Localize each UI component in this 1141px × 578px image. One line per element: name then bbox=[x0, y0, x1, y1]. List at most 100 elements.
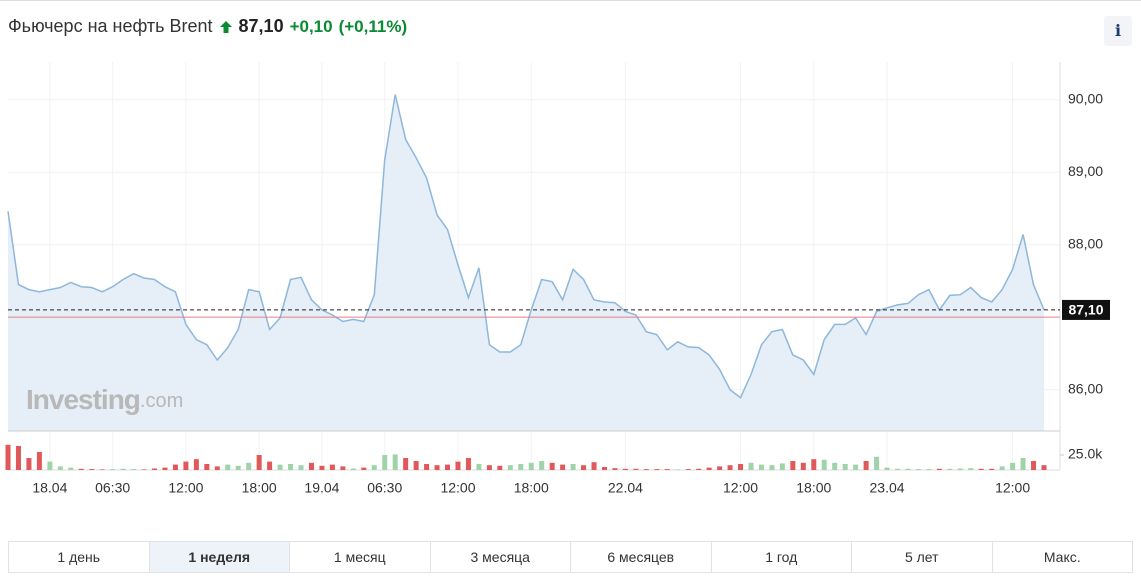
volume-bar bbox=[654, 469, 660, 470]
volume-bar bbox=[696, 468, 702, 470]
volume-bar bbox=[120, 468, 126, 470]
x-tick-label: 06:30 bbox=[367, 480, 402, 496]
area bbox=[8, 94, 1044, 431]
period-button[interactable]: Макс. bbox=[1043, 549, 1081, 565]
volume-bar bbox=[476, 464, 482, 470]
volume-bar bbox=[214, 466, 220, 470]
x-tick-label: 18:00 bbox=[796, 480, 831, 496]
chart: 18.04 06:30 12:00 18:00 19.04 06:30 12:00 18:00… bbox=[5, 62, 1110, 496]
volume-bar bbox=[821, 459, 827, 470]
current-price-label: 87,10 bbox=[1068, 302, 1103, 318]
volume-bar bbox=[926, 469, 932, 470]
volume-bar bbox=[727, 465, 733, 470]
y-tick-label: 88,00 bbox=[1068, 235, 1103, 251]
volume-bar bbox=[329, 464, 335, 470]
volume-bar bbox=[549, 462, 555, 470]
volume-bar bbox=[915, 469, 921, 470]
volume-bar bbox=[246, 462, 252, 470]
volume-bar bbox=[518, 464, 524, 470]
x-tick-label: 12:00 bbox=[723, 480, 758, 496]
watermark-suffix: .com bbox=[140, 390, 183, 412]
volume-bar bbox=[235, 465, 241, 470]
volume-bar bbox=[832, 462, 838, 470]
volume-bar bbox=[15, 446, 21, 470]
volume-bar bbox=[894, 468, 900, 470]
volume-bar bbox=[570, 464, 576, 470]
volume-bar bbox=[507, 465, 513, 470]
volume-bar bbox=[465, 458, 471, 470]
volume-bar bbox=[643, 469, 649, 470]
volume-bar bbox=[68, 467, 74, 470]
volume-bar bbox=[172, 464, 178, 470]
volume-bar bbox=[874, 456, 880, 470]
period-button[interactable]: 5 лет bbox=[852, 542, 993, 572]
x-tick-label: 12:00 bbox=[995, 480, 1030, 496]
period-button[interactable]: 1 день bbox=[9, 542, 150, 572]
up-arrow bbox=[219, 20, 232, 33]
x-tick-label: 18:00 bbox=[242, 480, 277, 496]
volume-bar bbox=[842, 464, 848, 470]
x-tick-label: 18:00 bbox=[514, 480, 549, 496]
volume-bar bbox=[256, 455, 262, 470]
volume-bar bbox=[601, 467, 607, 470]
volume-bar bbox=[361, 467, 367, 470]
volume-bar bbox=[308, 462, 314, 470]
period-button[interactable]: 1 месяц bbox=[290, 542, 431, 572]
volume-bar bbox=[267, 461, 273, 470]
header: Фьючерс на нефть Brent 87,10 +0,10 (+0,1… bbox=[8, 16, 407, 37]
current-price-box bbox=[1062, 299, 1110, 320]
volume-bar bbox=[162, 467, 168, 470]
volume-bar bbox=[89, 469, 95, 470]
period-button[interactable]: 1 год bbox=[712, 542, 852, 572]
volume-bar bbox=[288, 464, 294, 470]
volume-bar bbox=[36, 452, 42, 470]
info-button[interactable]: i bbox=[1104, 16, 1132, 46]
volume-bar bbox=[853, 464, 859, 470]
period-button[interactable]: 6 месяцев bbox=[571, 542, 712, 572]
volume-bar bbox=[1041, 465, 1047, 470]
period-button[interactable]: 1 неделя bbox=[149, 542, 290, 572]
x-tick-label: 06:30 bbox=[95, 480, 130, 496]
line bbox=[7, 94, 1045, 399]
volume-bar bbox=[685, 469, 691, 470]
volume-bar bbox=[811, 459, 817, 470]
volume-bar bbox=[57, 466, 63, 470]
volume-bar bbox=[1020, 458, 1026, 470]
volume-bar bbox=[769, 465, 775, 470]
volume-tick-label: 25.0k bbox=[1068, 446, 1103, 462]
volume-bar bbox=[560, 464, 566, 470]
x-tick-label: 23.04 bbox=[870, 480, 905, 496]
volume-bar bbox=[800, 462, 806, 470]
y-tick-label: 86,00 bbox=[1068, 380, 1103, 396]
change-pct: (+0,11%) bbox=[338, 16, 408, 36]
volume-bar bbox=[497, 465, 503, 470]
volume-bar bbox=[434, 465, 440, 470]
volume-bar bbox=[183, 461, 189, 470]
volume-bar bbox=[989, 468, 995, 470]
volume-bar bbox=[863, 461, 869, 470]
volume-bar bbox=[141, 469, 147, 470]
x-tick-label: 12:00 bbox=[168, 480, 203, 496]
period-button[interactable]: 3 месяца bbox=[431, 542, 571, 572]
y-tick-label: 89,00 bbox=[1068, 163, 1103, 179]
volume-bar bbox=[26, 458, 32, 470]
x-tick-label: 12:00 bbox=[440, 480, 475, 496]
volume-bar bbox=[319, 465, 325, 470]
volume-bar bbox=[539, 461, 545, 470]
volume-bar bbox=[225, 464, 231, 470]
volume-bar bbox=[131, 469, 137, 470]
volume-bar bbox=[664, 469, 670, 470]
volume-bar bbox=[99, 469, 105, 470]
change: +0,10 bbox=[289, 16, 333, 36]
volume-bar bbox=[957, 468, 963, 470]
volume-bar bbox=[790, 461, 796, 470]
volume-bar bbox=[5, 444, 11, 470]
top-border bbox=[0, 0, 1141, 1]
volume-bar bbox=[382, 455, 388, 470]
volume-bar bbox=[758, 464, 764, 470]
volume-bar bbox=[78, 468, 84, 470]
volume-bar bbox=[486, 465, 492, 470]
volume-bar bbox=[424, 464, 430, 470]
volume-bar bbox=[591, 462, 597, 470]
